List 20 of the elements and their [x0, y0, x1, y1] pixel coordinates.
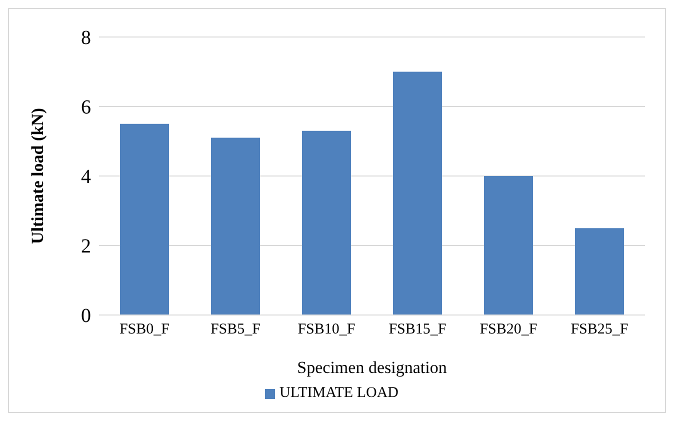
x-tick-label: FSB20_F — [480, 322, 538, 338]
bar — [393, 72, 442, 315]
y-tick-label: 8 — [81, 27, 91, 50]
y-tick-label: 6 — [81, 96, 91, 119]
bar — [120, 124, 169, 315]
x-tick-label: FSB25_F — [570, 322, 628, 338]
x-tick-label: FSB5_F — [210, 322, 261, 338]
y-axis-title: Ultimate load (kN) — [28, 108, 48, 244]
x-tick-label: FSB10_F — [298, 322, 356, 338]
bar — [211, 138, 260, 315]
legend-label: ULTIMATE LOAD — [279, 385, 399, 401]
y-tick-label: 0 — [81, 305, 91, 328]
bar — [302, 130, 351, 315]
y-tick-label: 2 — [81, 236, 91, 258]
x-tick-label: FSB0_F — [119, 322, 170, 338]
y-tick-label: 4 — [81, 166, 91, 188]
x-tick-label: FSB15_F — [388, 322, 446, 338]
x-axis-title: Specimen designation — [297, 358, 448, 377]
bar — [575, 228, 624, 315]
bar — [484, 176, 533, 315]
